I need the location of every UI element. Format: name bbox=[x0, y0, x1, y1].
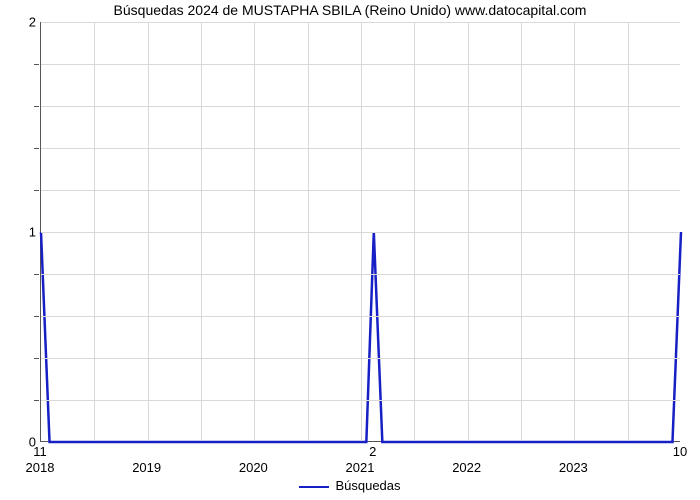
y-tick-minor bbox=[34, 106, 39, 107]
y-tick-minor bbox=[34, 190, 39, 191]
x-tick-label: 2023 bbox=[559, 460, 588, 475]
gridline-h bbox=[41, 64, 680, 65]
legend: Búsquedas bbox=[0, 478, 700, 493]
gridline-h bbox=[41, 274, 680, 275]
data-point-label: 11 bbox=[33, 444, 47, 459]
y-tick-label: 0 bbox=[0, 435, 36, 450]
y-tick-minor bbox=[34, 64, 39, 65]
gridline-h bbox=[41, 232, 680, 233]
gridline-h bbox=[41, 190, 680, 191]
plot-area bbox=[40, 22, 680, 442]
gridline-h bbox=[41, 358, 680, 359]
gridline-h bbox=[41, 316, 680, 317]
gridline-h bbox=[41, 148, 680, 149]
gridline-h bbox=[41, 22, 680, 23]
x-tick-label: 2019 bbox=[132, 460, 161, 475]
y-tick-minor bbox=[34, 358, 39, 359]
chart-title: Búsquedas 2024 de MUSTAPHA SBILA (Reino … bbox=[0, 2, 700, 18]
y-tick-minor bbox=[34, 148, 39, 149]
y-tick-label: 2 bbox=[0, 15, 36, 30]
gridline-h bbox=[41, 400, 680, 401]
y-tick-minor bbox=[34, 274, 39, 275]
y-tick-minor bbox=[34, 316, 39, 317]
legend-swatch bbox=[299, 486, 329, 488]
data-point-label: 10 bbox=[673, 444, 687, 459]
data-point-label: 2 bbox=[369, 444, 376, 459]
y-tick-label: 1 bbox=[0, 225, 36, 240]
y-tick-minor bbox=[34, 400, 39, 401]
x-tick-label: 2021 bbox=[346, 460, 375, 475]
gridline-h bbox=[41, 106, 680, 107]
x-tick-label: 2020 bbox=[239, 460, 268, 475]
x-tick-label: 2018 bbox=[26, 460, 55, 475]
x-tick-label: 2022 bbox=[452, 460, 481, 475]
legend-label: Búsquedas bbox=[335, 478, 400, 493]
chart-container: Búsquedas 2024 de MUSTAPHA SBILA (Reino … bbox=[0, 0, 700, 500]
